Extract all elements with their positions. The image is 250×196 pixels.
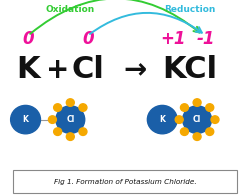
Circle shape [54,128,62,135]
Text: Oxidation: Oxidation [46,5,95,14]
Text: -1: -1 [196,30,215,48]
Text: KCl: KCl [162,55,217,84]
Text: Cl: Cl [66,115,74,124]
Circle shape [193,99,201,106]
Circle shape [148,105,177,134]
Circle shape [180,104,188,111]
Circle shape [211,116,219,123]
Text: +: + [46,56,70,84]
Text: K: K [16,55,40,84]
Text: 0: 0 [22,30,34,48]
Text: Cl: Cl [71,55,104,84]
Text: →: → [123,56,146,84]
Circle shape [183,106,212,133]
Circle shape [193,133,201,140]
Circle shape [56,106,85,133]
Circle shape [48,116,56,123]
Circle shape [180,128,188,135]
Circle shape [79,128,87,135]
Circle shape [79,104,87,111]
Text: Cl: Cl [193,115,201,124]
Circle shape [54,104,62,111]
Circle shape [206,104,214,111]
Circle shape [66,99,74,106]
Circle shape [206,128,214,135]
Circle shape [175,116,183,123]
FancyBboxPatch shape [13,171,237,193]
Text: Reduction: Reduction [164,5,215,14]
Text: Fig 1. Formation of Potassium Chloride.: Fig 1. Formation of Potassium Chloride. [54,179,196,185]
Circle shape [11,105,40,134]
Circle shape [66,133,74,140]
Text: 0: 0 [82,30,94,48]
Text: K: K [159,115,165,124]
Text: K: K [22,115,28,124]
Text: +1: +1 [161,30,186,48]
